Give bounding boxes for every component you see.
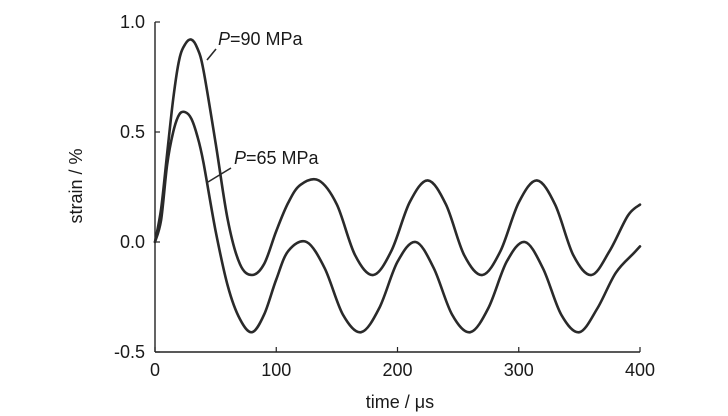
y-tick-label: -0.5	[114, 342, 145, 362]
ticks: 0 100 200 300 400 -0.5 0.0 0.5 1.0	[114, 12, 655, 380]
x-tick-label: 0	[150, 360, 160, 380]
series-line-p65	[153, 110, 642, 334]
series-line-p90	[153, 38, 642, 277]
annotation-p65: P=65 MPa	[234, 148, 320, 168]
axes	[154, 22, 640, 353]
annotation-p90-symbol: P	[218, 29, 230, 49]
y-axis-label: strain / %	[66, 148, 86, 223]
y-tick-label: 1.0	[120, 12, 145, 32]
annotation-p65-value: =65 MPa	[246, 148, 320, 168]
annotation-p90: P=90 MPa	[218, 29, 304, 49]
x-axis-label: time / μs	[366, 392, 434, 412]
x-tick-label: 100	[261, 360, 291, 380]
y-tick-label: 0.0	[120, 232, 145, 252]
x-tick-label: 400	[625, 360, 655, 380]
annotation-p90-value: =90 MPa	[230, 29, 304, 49]
annotation-p90-leader	[206, 48, 217, 61]
y-tick-label: 0.5	[120, 122, 145, 142]
annotation-p65-symbol: P	[234, 148, 246, 168]
x-tick-label: 300	[504, 360, 534, 380]
annotation-p65-leader	[207, 167, 232, 183]
x-tick-label: 200	[382, 360, 412, 380]
series-layer	[153, 38, 642, 334]
